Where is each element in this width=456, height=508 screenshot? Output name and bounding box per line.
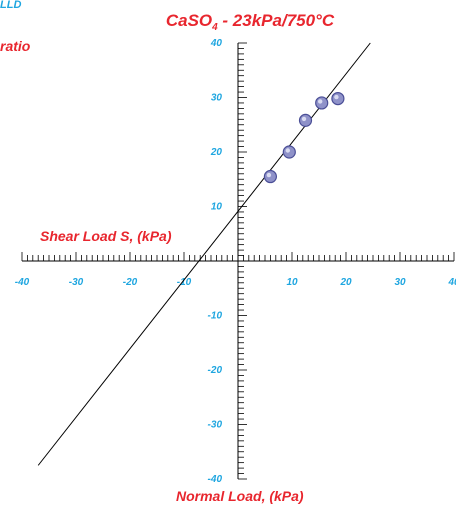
x-tick-label: 30 <box>394 277 406 288</box>
x-tick-label: -10 <box>177 277 192 288</box>
ticks-layer: -40 -30 -20 -10 10 20 30 40 40 30 20 10 -10 -20 -30 -40 <box>15 38 456 485</box>
corner-label: ratio <box>0 38 31 54</box>
x-tick-label: -20 <box>123 277 138 288</box>
chart-title: CaSO4 - 23kPa/750°C <box>166 11 335 33</box>
fit-line <box>37 42 371 466</box>
x-tick-label: -40 <box>15 277 30 288</box>
labels-layer: LLD CaSO4 - 23kPa/750°C ratio Shear Load… <box>0 0 335 504</box>
x-tick-label: 40 <box>447 277 456 288</box>
data-point <box>263 169 277 184</box>
y-tick-label: 20 <box>210 147 223 158</box>
y-tick-label: -30 <box>208 420 223 431</box>
y-tick-label: 40 <box>210 38 223 49</box>
y-tick-label: 30 <box>211 93 223 104</box>
top-left-fragment: LLD <box>0 0 21 11</box>
axes-layer <box>22 43 454 479</box>
fit-layer <box>37 42 371 466</box>
title-rest: - 23kPa/750°C <box>218 11 335 30</box>
title-subscript: 4 <box>211 22 218 33</box>
data-point <box>331 91 345 106</box>
y-tick-label: -10 <box>208 311 223 322</box>
y-tick-label: 10 <box>211 202 223 213</box>
x-tick-label: -30 <box>69 277 84 288</box>
data-point <box>298 113 313 127</box>
data-point <box>315 96 329 110</box>
x-axis-label: Normal Load, (kPa) <box>176 488 304 504</box>
title-main: CaSO <box>166 11 212 30</box>
y-tick-label: -40 <box>208 474 223 485</box>
y-axis-label: Shear Load S, (kPa) <box>40 228 172 244</box>
x-tick-label: 10 <box>286 277 298 288</box>
points-layer <box>263 91 345 184</box>
y-tick-label: -20 <box>208 365 223 376</box>
x-tick-label: 20 <box>339 277 352 288</box>
data-point <box>282 145 296 159</box>
